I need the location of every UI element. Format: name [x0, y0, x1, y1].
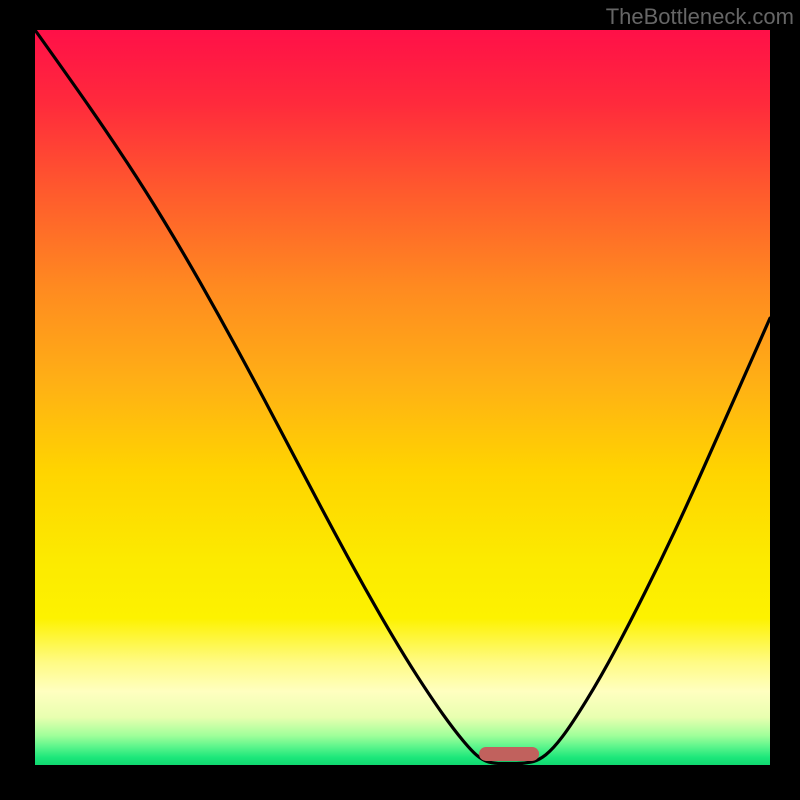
watermark-text: TheBottleneck.com: [606, 4, 794, 30]
optimal-marker: [479, 747, 539, 761]
chart-svg: [0, 0, 800, 800]
chart-stage: TheBottleneck.com: [0, 0, 800, 800]
